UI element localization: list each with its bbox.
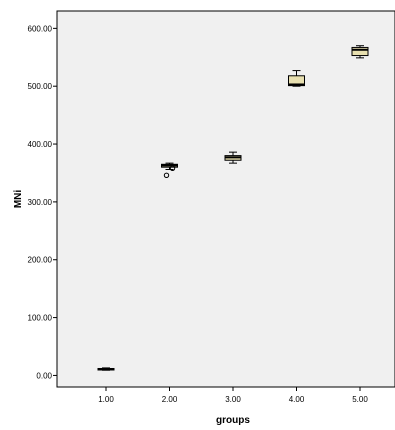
x-tick-label: 2.00 [162,395,178,404]
plot-area [56,10,395,388]
x-tick-label: 3.00 [225,395,241,404]
y-tick-label: 400.00 [28,140,53,149]
y-tick-label: 0.00 [36,371,52,380]
box [288,75,305,87]
box-group [288,70,305,87]
y-tick-label: 300.00 [28,198,53,207]
x-tick-label: 5.00 [352,395,368,404]
y-tick-label: 100.00 [28,314,53,323]
outlier-point [169,165,176,172]
y-tick-label: 600.00 [28,24,53,33]
y-tick-label: 500.00 [28,82,53,91]
box-group [161,162,178,178]
x-tick-label: 4.00 [289,395,305,404]
y-axis: 0.00 100.00 200.00 300.00 400.00 500.00 600.00 [28,24,57,380]
box-group [97,367,115,371]
x-tick-label: 1.00 [98,395,114,404]
outlier-point [163,172,170,178]
x-axis: 1.00 2.00 3.00 4.00 5.00 [98,387,368,404]
box-group [224,151,242,164]
box-series [97,45,369,371]
x-axis-title: groups [216,415,250,426]
y-axis-title: MNi [13,190,24,209]
box [351,46,369,57]
box-group [351,45,369,59]
y-tick-label: 200.00 [28,256,53,265]
